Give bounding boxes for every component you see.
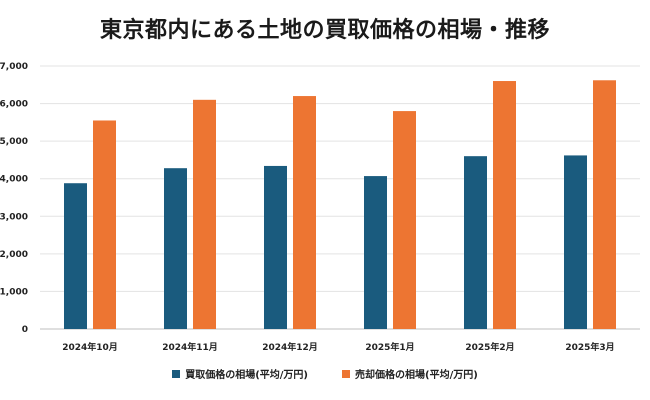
y-tick-label: 6,000 xyxy=(0,100,28,110)
bar-buy xyxy=(64,183,87,329)
bar-buy xyxy=(264,165,287,329)
x-tick-label: 2024年12月 xyxy=(262,341,318,353)
x-tick-label: 2024年10月 xyxy=(62,341,118,353)
x-tick-label: 2025年1月 xyxy=(365,341,414,353)
bar-sell xyxy=(493,81,516,330)
bar-buy xyxy=(564,155,587,329)
legend-item-sell: 売却価格の相場(平均/万円) xyxy=(342,366,478,381)
bar-sell xyxy=(93,120,116,329)
y-tick-label: 1,000 xyxy=(0,287,28,297)
legend-label-sell: 売却価格の相場(平均/万円) xyxy=(355,370,478,381)
legend-swatch-buy xyxy=(172,369,181,378)
bar-sell xyxy=(293,96,316,329)
legend-swatch-sell xyxy=(342,369,350,378)
chart-legend: 買取価格の相場(平均/万円) 売却価格の相場(平均/万円) xyxy=(0,366,650,381)
legend-item-buy: 買取価格の相場(平均/万円) xyxy=(172,366,308,381)
y-tick-label: 4,000 xyxy=(0,175,28,185)
bar-sell xyxy=(593,80,616,329)
y-tick-label: 2,000 xyxy=(0,250,28,260)
bar-sell xyxy=(393,111,416,329)
x-tick-label: 2024年11月 xyxy=(162,341,218,353)
y-tick-label: 3,000 xyxy=(0,212,28,222)
x-tick-label: 2025年3月 xyxy=(565,341,614,353)
bar-sell xyxy=(193,99,216,329)
bar-buy xyxy=(464,156,487,329)
bar-buy xyxy=(164,168,187,329)
y-tick-label: 0 xyxy=(22,325,28,335)
x-tick-label: 2025年2月 xyxy=(465,341,514,353)
y-tick-label: 5,000 xyxy=(0,137,28,147)
chart-title: 東京都内にある土地の買取価格の相場・推移 xyxy=(99,18,550,43)
y-tick-label: 7,000 xyxy=(0,62,28,72)
bar-buy xyxy=(364,176,387,329)
legend-label-buy: 買取価格の相場(平均/万円) xyxy=(185,370,308,381)
